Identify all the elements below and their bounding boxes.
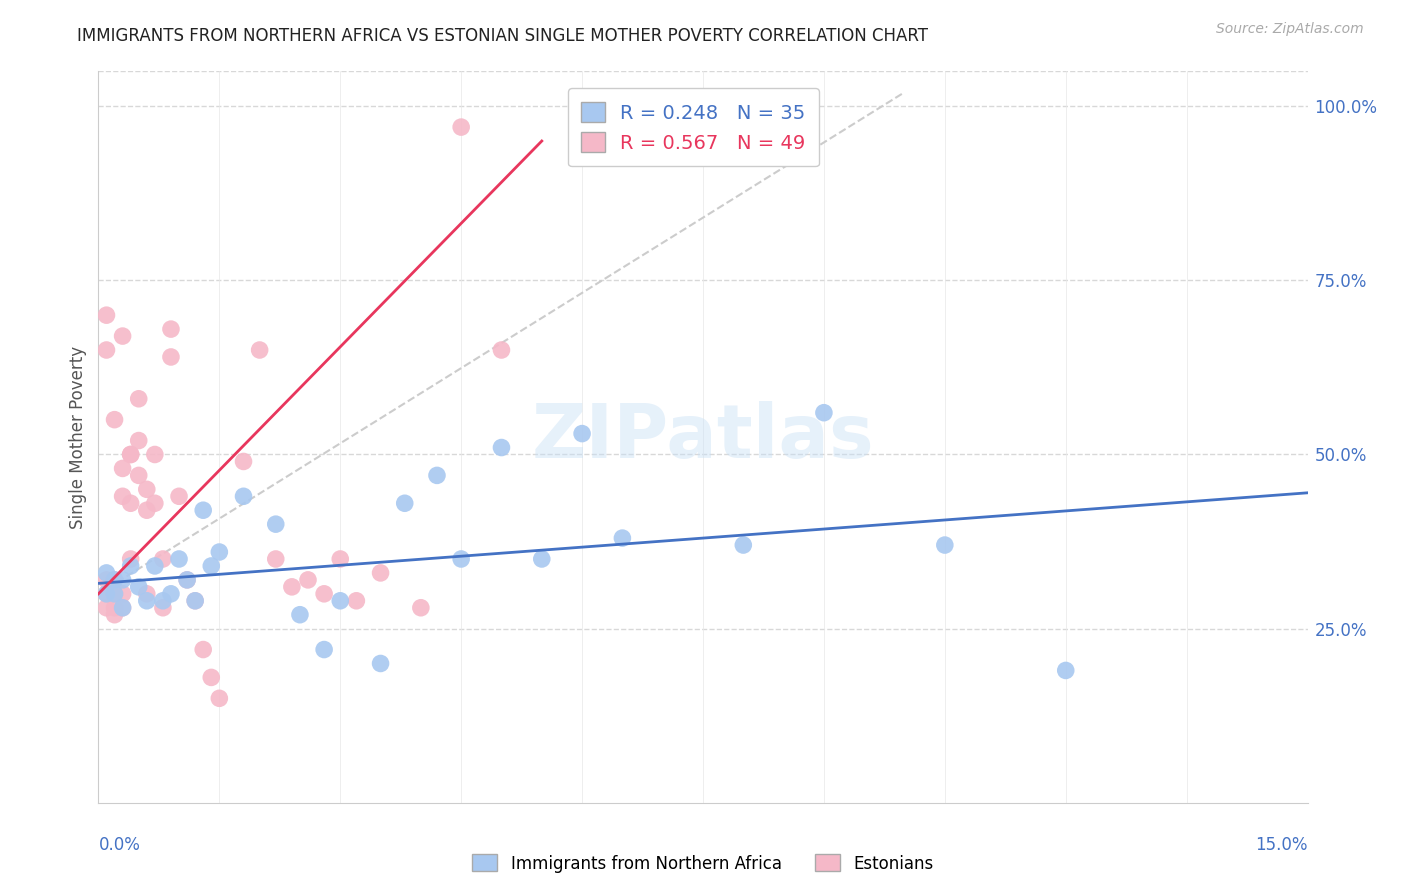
Point — [394, 496, 416, 510]
Point — [111, 600, 134, 615]
Text: 0.0%: 0.0% — [98, 836, 141, 854]
Point — [329, 552, 352, 566]
Point — [370, 566, 392, 580]
Point — [200, 670, 222, 684]
Legend: Immigrants from Northern Africa, Estonians: Immigrants from Northern Africa, Estonia… — [465, 847, 941, 880]
Point — [96, 600, 118, 615]
Point — [120, 448, 142, 462]
Point — [96, 343, 118, 357]
Point — [128, 392, 150, 406]
Point — [160, 587, 183, 601]
Y-axis label: Single Mother Poverty: Single Mother Poverty — [69, 345, 87, 529]
Point — [450, 552, 472, 566]
Point — [135, 483, 157, 497]
Text: 15.0%: 15.0% — [1256, 836, 1308, 854]
Point — [200, 558, 222, 573]
Point — [103, 600, 125, 615]
Point — [612, 531, 634, 545]
Legend: R = 0.248   N = 35, R = 0.567   N = 49: R = 0.248 N = 35, R = 0.567 N = 49 — [568, 88, 818, 167]
Text: Source: ZipAtlas.com: Source: ZipAtlas.com — [1216, 22, 1364, 37]
Point — [111, 587, 134, 601]
Point — [426, 468, 449, 483]
Point — [491, 343, 513, 357]
Point — [733, 538, 755, 552]
Point — [297, 573, 319, 587]
Point — [143, 558, 166, 573]
Point — [530, 552, 553, 566]
Point — [232, 454, 254, 468]
Point — [1054, 664, 1077, 678]
Point — [167, 489, 190, 503]
Point — [120, 448, 142, 462]
Point — [103, 587, 125, 601]
Point — [111, 461, 134, 475]
Point — [120, 496, 142, 510]
Point — [813, 406, 835, 420]
Point — [120, 558, 142, 573]
Point — [152, 600, 174, 615]
Point — [135, 594, 157, 608]
Point — [249, 343, 271, 357]
Point — [143, 496, 166, 510]
Point — [344, 594, 367, 608]
Point — [120, 552, 142, 566]
Point — [111, 329, 134, 343]
Point — [103, 412, 125, 426]
Point — [314, 642, 336, 657]
Point — [176, 573, 198, 587]
Point — [111, 573, 134, 587]
Point — [329, 594, 352, 608]
Point — [143, 448, 166, 462]
Point — [103, 573, 125, 587]
Point — [264, 552, 287, 566]
Point — [208, 691, 231, 706]
Point — [111, 600, 134, 615]
Point — [96, 308, 118, 322]
Point — [152, 594, 174, 608]
Point — [160, 322, 183, 336]
Point — [128, 468, 150, 483]
Point — [176, 573, 198, 587]
Text: ZIPatlas: ZIPatlas — [531, 401, 875, 474]
Point — [152, 552, 174, 566]
Point — [450, 120, 472, 134]
Point — [409, 600, 432, 615]
Point — [281, 580, 304, 594]
Point — [288, 607, 311, 622]
Point — [103, 573, 125, 587]
Point — [232, 489, 254, 503]
Point — [160, 350, 183, 364]
Point — [193, 503, 215, 517]
Text: IMMIGRANTS FROM NORTHERN AFRICA VS ESTONIAN SINGLE MOTHER POVERTY CORRELATION CH: IMMIGRANTS FROM NORTHERN AFRICA VS ESTON… — [77, 27, 928, 45]
Point — [208, 545, 231, 559]
Point — [96, 587, 118, 601]
Point — [184, 594, 207, 608]
Point — [314, 587, 336, 601]
Point — [96, 573, 118, 587]
Point — [135, 587, 157, 601]
Point — [491, 441, 513, 455]
Point — [103, 587, 125, 601]
Point — [264, 517, 287, 532]
Point — [370, 657, 392, 671]
Point — [934, 538, 956, 552]
Point — [571, 426, 593, 441]
Point — [128, 580, 150, 594]
Point — [184, 594, 207, 608]
Point — [103, 607, 125, 622]
Point — [135, 503, 157, 517]
Point — [193, 642, 215, 657]
Point — [96, 587, 118, 601]
Point — [111, 489, 134, 503]
Point — [128, 434, 150, 448]
Point — [167, 552, 190, 566]
Point — [96, 566, 118, 580]
